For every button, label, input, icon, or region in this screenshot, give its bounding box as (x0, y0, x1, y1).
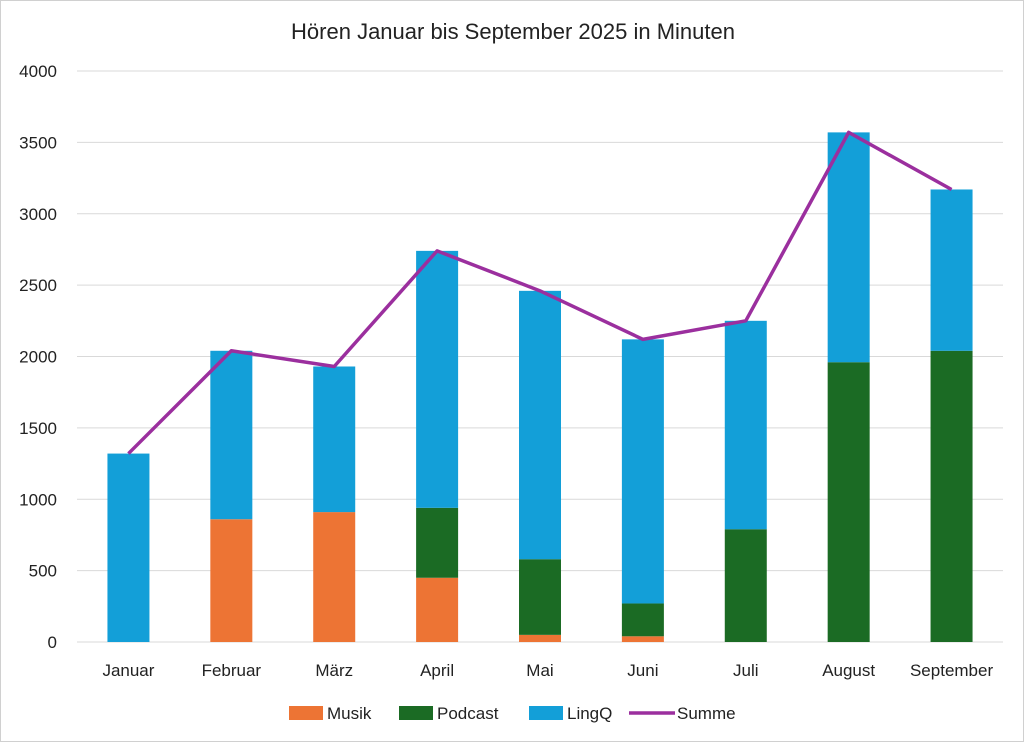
bar-lingq-1 (107, 454, 149, 642)
bar-musik-4 (416, 578, 458, 642)
x-tick-label: September (910, 661, 993, 680)
bar-musik-3 (313, 512, 355, 642)
legend-swatch (529, 706, 563, 720)
bar-lingq-4 (416, 251, 458, 508)
bar-podcast-9 (931, 351, 973, 642)
bar-lingq-2 (210, 351, 252, 519)
y-tick-label: 3500 (19, 133, 57, 152)
bar-lingq-3 (313, 366, 355, 512)
bar-podcast-6 (622, 603, 664, 636)
x-tick-label: März (315, 661, 353, 680)
legend-label: LingQ (567, 704, 612, 723)
bar-musik-2 (210, 519, 252, 642)
legend-label: Summe (677, 704, 736, 723)
bar-musik-6 (622, 636, 664, 642)
legend-label: Musik (327, 704, 372, 723)
bar-podcast-5 (519, 559, 561, 635)
legend-item-musik: Musik (289, 704, 372, 723)
y-tick-label: 0 (48, 633, 57, 652)
y-tick-label: 2000 (19, 348, 57, 367)
y-tick-label: 2500 (19, 276, 57, 295)
legend-swatch (289, 706, 323, 720)
legend: Musik Podcast LingQ Summe (289, 704, 736, 723)
x-axis-labels: Januar Februar März April Mai Juni Juli August S… (102, 661, 993, 680)
legend-item-summe: Summe (629, 704, 736, 723)
bars (107, 132, 972, 642)
legend-swatch (399, 706, 433, 720)
legend-label: Podcast (437, 704, 499, 723)
x-tick-label: Januar (102, 661, 154, 680)
bar-musik-5 (519, 635, 561, 642)
x-tick-label: August (822, 661, 875, 680)
x-tick-label: Juli (733, 661, 759, 680)
bar-lingq-7 (725, 321, 767, 529)
bar-lingq-9 (931, 189, 973, 350)
bar-lingq-5 (519, 291, 561, 559)
bar-podcast-4 (416, 508, 458, 578)
y-tick-label: 500 (29, 562, 57, 581)
bar-lingq-8 (828, 132, 870, 362)
x-tick-label: Mai (526, 661, 553, 680)
chart-title: Hören Januar bis September 2025 in Minut… (291, 19, 735, 44)
x-tick-label: Februar (202, 661, 262, 680)
x-tick-label: April (420, 661, 454, 680)
legend-item-lingq: LingQ (529, 704, 612, 723)
legend-item-podcast: Podcast (399, 704, 499, 723)
bar-podcast-8 (828, 362, 870, 642)
y-tick-label: 3000 (19, 205, 57, 224)
y-axis-ticks: 0 500 1000 1500 2000 2500 3000 3500 4000 (19, 62, 57, 652)
bar-lingq-6 (622, 339, 664, 603)
y-tick-label: 4000 (19, 62, 57, 81)
x-tick-label: Juni (627, 661, 658, 680)
y-tick-label: 1500 (19, 419, 57, 438)
bar-podcast-7 (725, 529, 767, 642)
y-tick-label: 1000 (19, 490, 57, 509)
